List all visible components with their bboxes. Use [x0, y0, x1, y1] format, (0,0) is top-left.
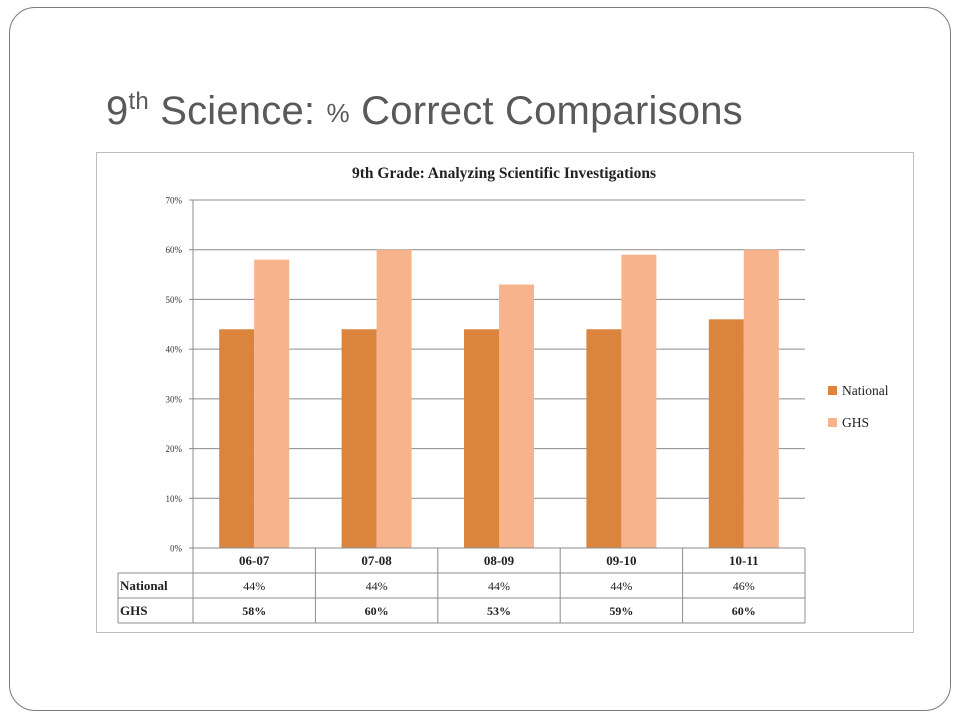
data-label: 53%	[487, 604, 511, 618]
data-label: 60%	[365, 604, 389, 618]
bar-ghs-08-09	[499, 284, 534, 548]
bar-national-08-09	[464, 329, 499, 548]
bar-ghs-07-08	[376, 249, 412, 548]
y-tick-label: 70%	[166, 196, 183, 206]
x-tick-label: 08-09	[484, 553, 515, 568]
bar-ghs-09-10	[621, 254, 657, 548]
data-label: 44%	[243, 579, 265, 593]
data-label: 46%	[733, 579, 755, 593]
data-label: 44%	[610, 579, 632, 593]
chart-title: 9th Grade: Analyzing Scientific Investig…	[352, 165, 656, 182]
table-row-label: National	[120, 578, 168, 593]
y-tick-label: 40%	[166, 345, 183, 355]
title-prefix: 9	[106, 89, 129, 133]
legend-label: National	[842, 383, 889, 398]
title-part-two: Correct Comparisons	[349, 89, 743, 133]
bar-chart: 9th Grade: Analyzing Scientific Investig…	[117, 165, 889, 624]
title-part-one: Science:	[148, 89, 327, 133]
x-tick-label: 10-11	[729, 553, 759, 568]
data-label: 60%	[732, 604, 756, 618]
x-tick-label: 06-07	[239, 553, 270, 568]
bar-national-10-11	[708, 319, 744, 548]
title-superscript: th	[128, 88, 149, 115]
y-tick-label: 60%	[166, 245, 183, 255]
legend-label: GHS	[842, 415, 869, 430]
bar-national-06-07	[219, 329, 255, 548]
bar-ghs-06-07	[254, 259, 290, 548]
data-label: 58%	[242, 604, 266, 618]
y-tick-label: 10%	[166, 494, 183, 504]
data-label: 59%	[609, 604, 633, 618]
chart-container: 9th Grade: Analyzing Scientific Investig…	[96, 152, 914, 633]
data-label: 44%	[488, 579, 510, 593]
bars	[219, 249, 779, 548]
legend-swatch	[828, 386, 837, 395]
y-tick-label: 30%	[166, 394, 183, 404]
legend: National GHS	[828, 383, 889, 430]
x-tick-label: 07-08	[361, 553, 392, 568]
slide-title: 9th Science: % Correct Comparisons	[106, 88, 743, 134]
bar-ghs-10-11	[743, 249, 779, 548]
y-axis: 0% 10% 20% 30% 40% 50% 60% 70%	[166, 196, 194, 554]
table-row-label: GHS	[120, 603, 147, 618]
y-tick-label: 50%	[166, 295, 183, 305]
data-label: 44%	[366, 579, 388, 593]
bar-national-07-08	[341, 329, 377, 548]
legend-swatch	[828, 418, 837, 427]
data-table: 06-07 07-08 08-09 09-10 10-11 National 44% 44% 4…	[117, 547, 806, 624]
y-tick-label: 20%	[166, 444, 183, 454]
title-percent-sign: %	[326, 98, 350, 128]
y-tick-label: 0%	[170, 544, 183, 554]
x-tick-label: 09-10	[606, 553, 636, 568]
bar-national-09-10	[586, 329, 622, 548]
